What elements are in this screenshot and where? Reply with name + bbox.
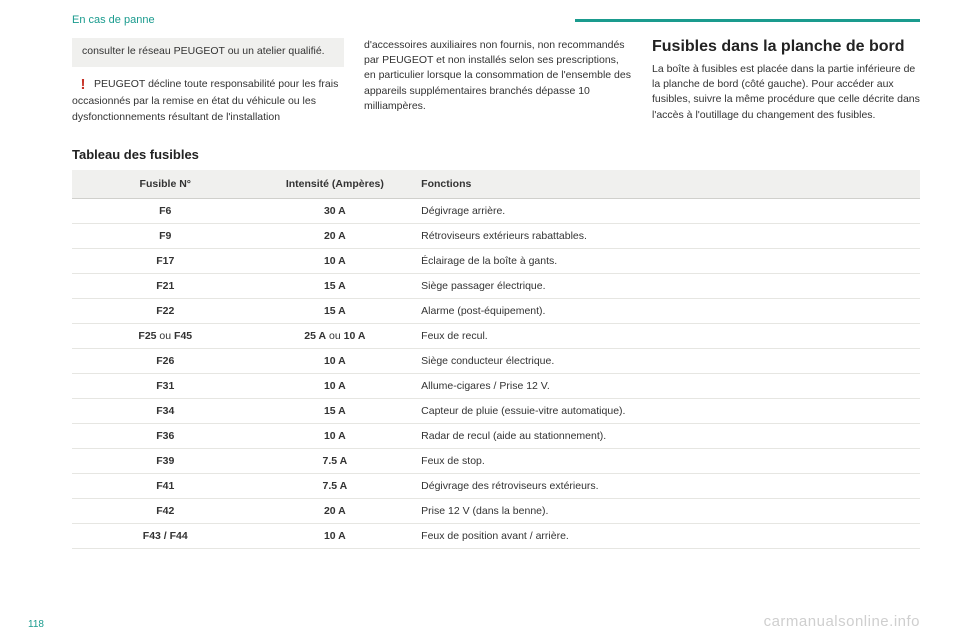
cell-fuse: F25 ou F45 bbox=[72, 323, 259, 348]
table-row: F3415 ACapteur de pluie (essuie-vitre au… bbox=[72, 398, 920, 423]
table-row: F43 / F4410 AFeux de position avant / ar… bbox=[72, 523, 920, 548]
table-row: F417.5 ADégivrage des rétroviseurs extér… bbox=[72, 473, 920, 498]
cell-amperage: 10 A bbox=[259, 373, 412, 398]
cell-amperage: 10 A bbox=[259, 348, 412, 373]
cell-fuse: F41 bbox=[72, 473, 259, 498]
watermark: carmanualsonline.info bbox=[764, 613, 920, 630]
cell-function: Rétroviseurs extérieurs rabattables. bbox=[411, 223, 920, 248]
cell-fuse: F39 bbox=[72, 448, 259, 473]
table-row: F3110 AAllume-cigares / Prise 12 V. bbox=[72, 373, 920, 398]
cell-fuse: F36 bbox=[72, 423, 259, 448]
cell-function: Feux de position avant / arrière. bbox=[411, 523, 920, 548]
cell-fuse: F34 bbox=[72, 398, 259, 423]
cell-fuse: F6 bbox=[72, 198, 259, 223]
cell-amperage: 10 A bbox=[259, 423, 412, 448]
col-header-function: Fonctions bbox=[411, 170, 920, 199]
cell-function: Dégivrage des rétroviseurs extérieurs. bbox=[411, 473, 920, 498]
table-row: F2610 ASiège conducteur électrique. bbox=[72, 348, 920, 373]
table-title: Tableau des fusibles bbox=[72, 147, 920, 162]
cell-function: Feux de stop. bbox=[411, 448, 920, 473]
table-row: F1710 AÉclairage de la boîte à gants. bbox=[72, 248, 920, 273]
cell-amperage: 20 A bbox=[259, 223, 412, 248]
cell-fuse: F21 bbox=[72, 273, 259, 298]
table-row: F920 ARétroviseurs extérieurs rabattable… bbox=[72, 223, 920, 248]
cell-function: Siège passager électrique. bbox=[411, 273, 920, 298]
cell-fuse: F42 bbox=[72, 498, 259, 523]
warning-text: PEUGEOT décline toute responsabilité pou… bbox=[72, 78, 338, 122]
cell-amperage: 25 A ou 10 A bbox=[259, 323, 412, 348]
note-box: consulter le réseau PEUGEOT ou un atelie… bbox=[72, 38, 344, 67]
cell-fuse: F9 bbox=[72, 223, 259, 248]
cell-fuse: F26 bbox=[72, 348, 259, 373]
cell-function: Prise 12 V (dans la benne). bbox=[411, 498, 920, 523]
breadcrumb: En cas de panne bbox=[72, 14, 155, 26]
fuse-table: Fusible N° Intensité (Ampères) Fonctions… bbox=[72, 170, 920, 549]
header-divider bbox=[575, 19, 920, 22]
cell-function: Capteur de pluie (essuie-vitre automatiq… bbox=[411, 398, 920, 423]
cell-function: Feux de recul. bbox=[411, 323, 920, 348]
table-row: F2215 AAlarme (post-équipement). bbox=[72, 298, 920, 323]
cell-amperage: 20 A bbox=[259, 498, 412, 523]
cell-amperage: 7.5 A bbox=[259, 473, 412, 498]
warning-icon: ! bbox=[81, 76, 86, 93]
col-header-amperage: Intensité (Ampères) bbox=[259, 170, 412, 199]
cell-fuse: F43 / F44 bbox=[72, 523, 259, 548]
cell-amperage: 10 A bbox=[259, 523, 412, 548]
cell-fuse: F31 bbox=[72, 373, 259, 398]
table-row: F630 ADégivrage arrière. bbox=[72, 198, 920, 223]
cell-function: Siège conducteur électrique. bbox=[411, 348, 920, 373]
continuation-text: d'accessoires auxiliaires non fournis, n… bbox=[364, 38, 632, 114]
cell-function: Éclairage de la boîte à gants. bbox=[411, 248, 920, 273]
table-row: F2115 ASiège passager électrique. bbox=[72, 273, 920, 298]
cell-amperage: 10 A bbox=[259, 248, 412, 273]
cell-fuse: F17 bbox=[72, 248, 259, 273]
table-row: F397.5 AFeux de stop. bbox=[72, 448, 920, 473]
cell-fuse: F22 bbox=[72, 298, 259, 323]
cell-function: Dégivrage arrière. bbox=[411, 198, 920, 223]
cell-function: Allume-cigares / Prise 12 V. bbox=[411, 373, 920, 398]
section-title: Fusibles dans la planche de bord bbox=[652, 38, 920, 56]
cell-amperage: 15 A bbox=[259, 298, 412, 323]
page-number: 118 bbox=[28, 619, 44, 630]
col-header-fuse: Fusible N° bbox=[72, 170, 259, 199]
table-row: F3610 ARadar de recul (aide au stationne… bbox=[72, 423, 920, 448]
cell-amperage: 30 A bbox=[259, 198, 412, 223]
cell-amperage: 15 A bbox=[259, 398, 412, 423]
table-row: F4220 APrise 12 V (dans la benne). bbox=[72, 498, 920, 523]
cell-amperage: 15 A bbox=[259, 273, 412, 298]
cell-function: Alarme (post-équipement). bbox=[411, 298, 920, 323]
cell-function: Radar de recul (aide au stationnement). bbox=[411, 423, 920, 448]
table-row: F25 ou F4525 A ou 10 AFeux de recul. bbox=[72, 323, 920, 348]
section-body: La boîte à fusibles est placée dans la p… bbox=[652, 62, 920, 123]
warning-box: !PEUGEOT décline toute responsabilité po… bbox=[72, 73, 344, 129]
cell-amperage: 7.5 A bbox=[259, 448, 412, 473]
